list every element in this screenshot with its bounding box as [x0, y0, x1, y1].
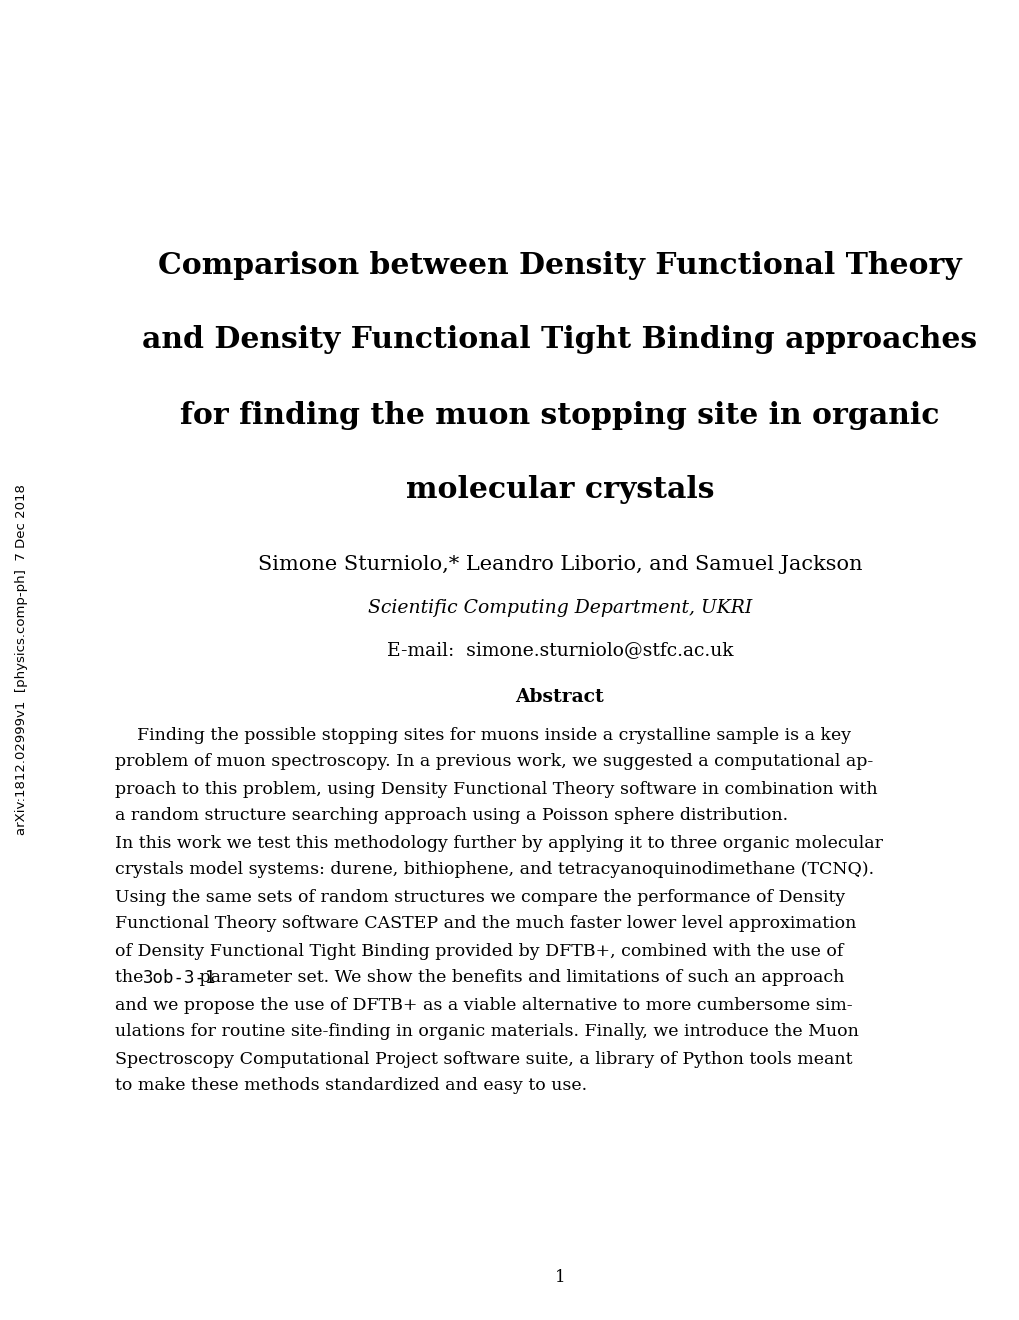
Text: Finding the possible stopping sites for muons inside a crystalline sample is a k: Finding the possible stopping sites for … — [115, 726, 850, 743]
Text: Spectroscopy Computational Project software suite, a library of Python tools mea: Spectroscopy Computational Project softw… — [115, 1051, 852, 1068]
Text: Comparison between Density Functional Theory: Comparison between Density Functional Th… — [158, 251, 961, 280]
Text: Simone Sturniolo,* Leandro Liborio, and Samuel Jackson: Simone Sturniolo,* Leandro Liborio, and … — [258, 556, 861, 574]
Text: ulations for routine site-finding in organic materials. Finally, we introduce th: ulations for routine site-finding in org… — [115, 1023, 858, 1040]
Text: and we propose the use of DFTB+ as a viable alternative to more cumbersome sim-: and we propose the use of DFTB+ as a via… — [115, 997, 852, 1014]
Text: E-mail:  simone.sturniolo@stfc.ac.uk: E-mail: simone.sturniolo@stfc.ac.uk — [386, 642, 733, 659]
Text: for finding the muon stopping site in organic: for finding the muon stopping site in or… — [180, 400, 938, 429]
Text: Functional Theory software CASTEP and the much faster lower level approximation: Functional Theory software CASTEP and th… — [115, 916, 856, 932]
Text: parameter set. We show the benefits and limitations of such an approach: parameter set. We show the benefits and … — [195, 969, 844, 986]
Text: the: the — [115, 969, 149, 986]
Text: and Density Functional Tight Binding approaches: and Density Functional Tight Binding app… — [143, 326, 976, 355]
Text: Abstract: Abstract — [516, 688, 604, 706]
Text: problem of muon spectroscopy. In a previous work, we suggested a computational a: problem of muon spectroscopy. In a previ… — [115, 754, 872, 771]
Text: Using the same sets of random structures we compare the performance of Density: Using the same sets of random structures… — [115, 888, 845, 906]
Text: crystals model systems: durene, bithiophene, and tetracyanoquinodimethane (TCNQ): crystals model systems: durene, bithioph… — [115, 862, 873, 879]
Text: to make these methods standardized and easy to use.: to make these methods standardized and e… — [115, 1077, 587, 1094]
Text: 1: 1 — [554, 1270, 565, 1287]
Text: 3ob-3-1: 3ob-3-1 — [143, 969, 216, 987]
Text: proach to this problem, using Density Functional Theory software in combination : proach to this problem, using Density Fu… — [115, 780, 876, 797]
Text: Scientific Computing Department, UKRI: Scientific Computing Department, UKRI — [368, 599, 751, 616]
Text: of Density Functional Tight Binding provided by DFTB+, combined with the use of: of Density Functional Tight Binding prov… — [115, 942, 843, 960]
Text: In this work we test this methodology further by applying it to three organic mo: In this work we test this methodology fu… — [115, 834, 882, 851]
Text: a random structure searching approach using a Poisson sphere distribution.: a random structure searching approach us… — [115, 808, 788, 825]
Text: arXiv:1812.02999v1  [physics.comp-ph]  7 Dec 2018: arXiv:1812.02999v1 [physics.comp-ph] 7 D… — [15, 484, 29, 836]
Text: molecular crystals: molecular crystals — [406, 475, 713, 504]
